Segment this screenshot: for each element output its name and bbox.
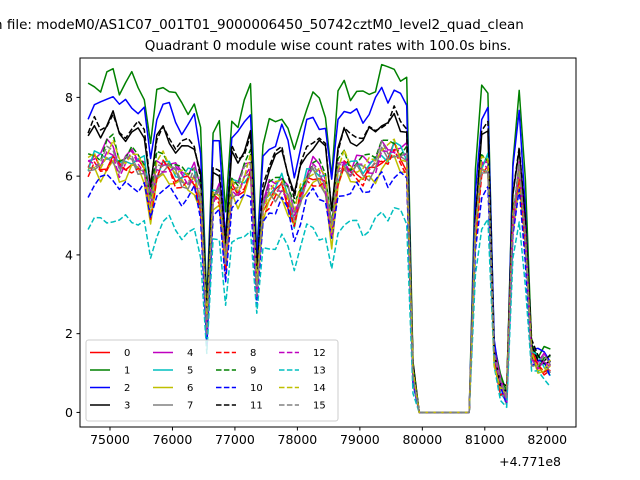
legend-label-10: 10 — [250, 383, 263, 394]
y-tick-label: 2 — [65, 326, 73, 341]
x-offset-label: +4.771e8 — [499, 454, 561, 469]
y-tick-label: 6 — [65, 169, 73, 184]
x-axis: 75000 76000 77000 78000 79000 80000 81000 82000 — [90, 427, 567, 447]
x-tick-label: 82000 — [527, 432, 567, 447]
y-tick-label: 8 — [65, 90, 73, 105]
legend-label-2: 2 — [124, 383, 130, 394]
x-tick-label: 81000 — [465, 432, 505, 447]
x-tick-label: 79000 — [340, 432, 380, 447]
legend-label-4: 4 — [187, 348, 193, 359]
legend-label-3: 3 — [124, 401, 130, 412]
y-tick-label: 0 — [65, 405, 73, 420]
legend-label-8: 8 — [250, 348, 256, 359]
legend-label-6: 6 — [187, 383, 193, 394]
chart-title: Quadrant 0 module wise count rates with … — [145, 38, 511, 54]
legend-label-13: 13 — [313, 366, 326, 377]
legend-box — [85, 339, 339, 422]
legend-label-5: 5 — [187, 366, 193, 377]
legend-label-15: 15 — [313, 401, 326, 412]
x-tick-label: 75000 — [90, 432, 130, 447]
figure-suptitle: n file: modeM0/AS1C07_001T01_9000006450_… — [0, 17, 524, 33]
y-axis: 0 2 4 6 8 — [65, 90, 80, 420]
legend-label-11: 11 — [250, 401, 263, 412]
series-line-13 — [87, 206, 551, 414]
series-layer — [87, 63, 552, 414]
legend-label-0: 0 — [124, 348, 130, 359]
x-tick-label: 78000 — [278, 432, 318, 447]
legend-label-12: 12 — [313, 348, 326, 359]
x-tick-label: 76000 — [153, 432, 193, 447]
legend-label-1: 1 — [124, 366, 130, 377]
y-tick-label: 4 — [65, 247, 73, 262]
legend-label-9: 9 — [250, 366, 256, 377]
series-line-15 — [88, 140, 552, 414]
legend-label-14: 14 — [313, 383, 326, 394]
plot-frame — [79, 57, 577, 428]
x-tick-label: 80000 — [402, 432, 442, 447]
series-line-8 — [87, 148, 551, 414]
x-tick-label: 77000 — [215, 432, 255, 447]
legend-label-7: 7 — [187, 401, 193, 412]
